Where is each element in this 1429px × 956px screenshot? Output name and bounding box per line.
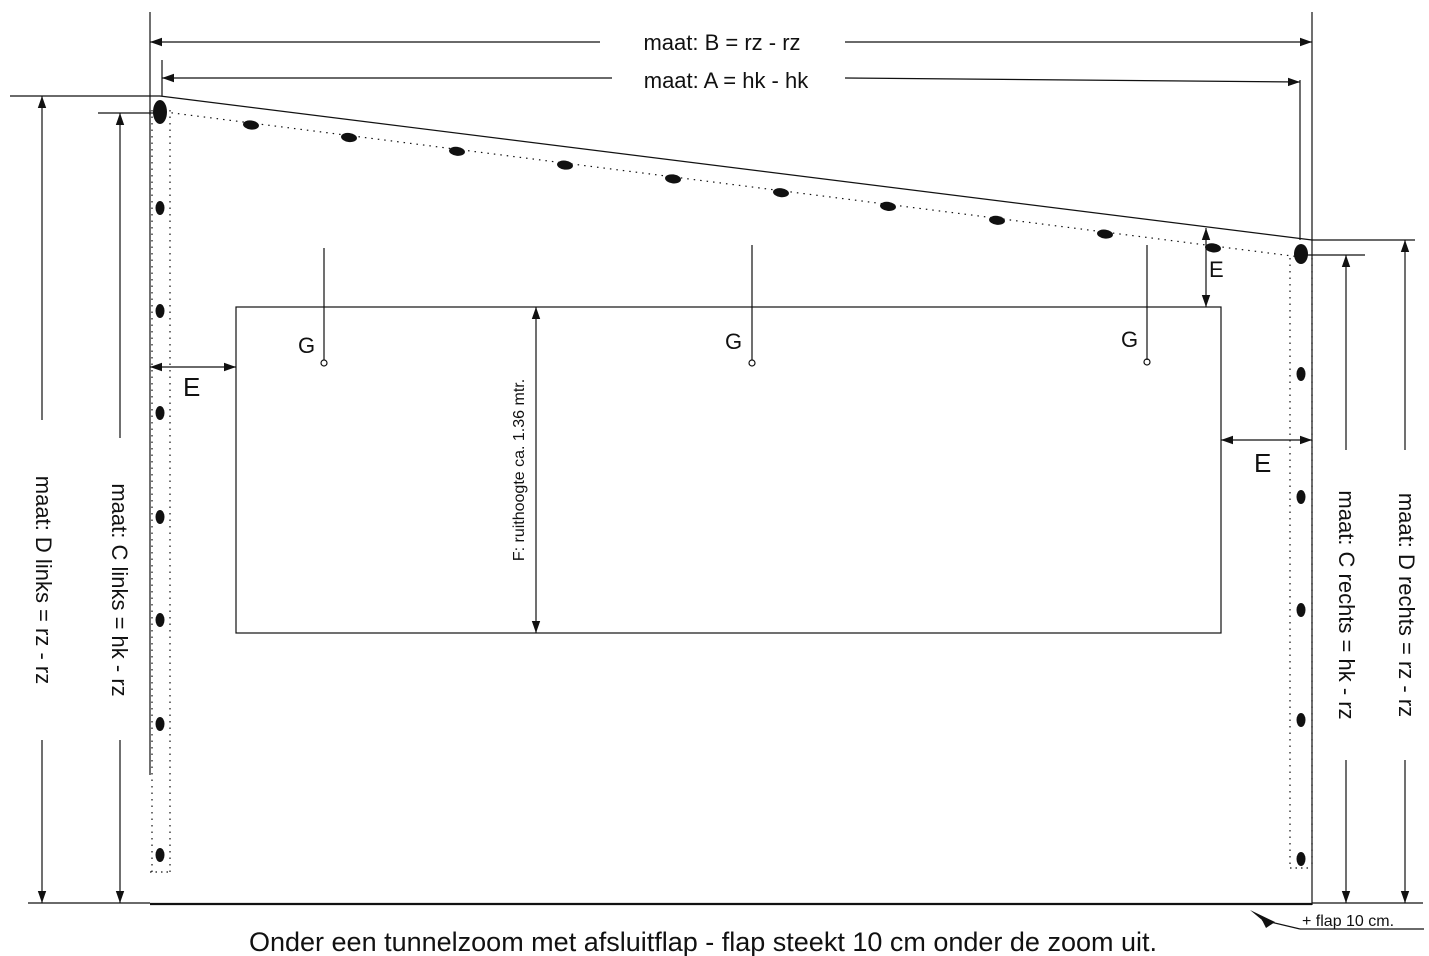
corner-eyelet-right [1294,244,1308,264]
spacing-label-right: E [1254,448,1271,478]
eyelets [153,100,1308,866]
dim-d-left-label: maat: D links = rz - rz [31,476,56,684]
anchor-point-1 [320,359,328,367]
side-eyelet-left [155,406,165,420]
side-eyelet-right [1296,603,1306,617]
side-eyelet-right [1296,367,1306,381]
spacing-label-top: E [1209,257,1224,282]
side-eyelet-left [155,510,165,524]
window-height-label: F: ruithoogte ca. 1.36 mtr. [511,379,528,561]
anchor-point-3 [1143,358,1151,366]
roof-eyelet [1097,229,1113,239]
corner-eyelet-left [153,100,167,124]
anchor-label-2: G [725,329,742,354]
side-eyelet-left [155,613,165,627]
roof-eyelet [243,120,259,130]
anchor-label-3: G [1121,327,1138,352]
window-panel [235,306,1222,634]
side-eyelet-left [155,717,165,731]
anchor-label-1: G [298,333,315,358]
roof-eyelet [449,146,465,156]
side-eyelet-right [1296,713,1306,727]
roof-eyelet [880,201,896,211]
roof-eyelet [773,188,789,198]
diagram-caption: Onder een tunnelzoom met afsluitflap - f… [249,927,1157,956]
roof-eyelet [989,215,1005,225]
roof-eyelet [341,132,357,143]
dim-a-label: maat: A = hk - hk [644,68,809,93]
roof-seam-dotted [164,111,1301,258]
side-eyelet-right [1296,852,1306,866]
anchor-point-2 [748,359,756,367]
side-eyelet-left [155,848,165,862]
spacing-label-left: E [183,372,200,402]
dim-d-right-label: maat: D rechts = rz - rz [1394,493,1419,717]
roof-line [159,95,1313,241]
roof-eyelet [665,174,681,184]
flap-note: + flap 10 cm. [1302,913,1394,930]
side-eyelet-right [1296,490,1306,504]
side-eyelet-left [155,304,165,318]
dim-c-right-label: maat: C rechts = hk - rz [1334,490,1359,719]
dim-b-label: maat: B = rz - rz [643,30,800,55]
roof-eyelet [1205,243,1221,253]
flap-pointer-arrow [1250,910,1275,928]
dim-c-left-label: maat: C links = hk - rz [107,483,132,696]
flap-pointer-line [1261,919,1301,930]
dim-a-arrow-right [844,77,1301,87]
side-eyelet-left [155,201,165,215]
roof-eyelet [557,160,573,170]
